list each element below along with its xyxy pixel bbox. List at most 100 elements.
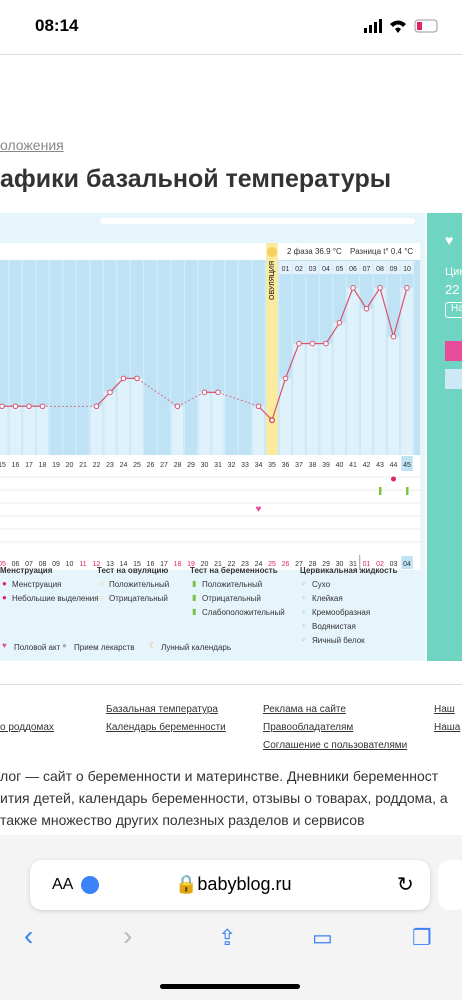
reader-button[interactable]: AA [52,876,74,893]
footer-link[interactable]: Базальная температура [106,704,218,715]
share[interactable]: ⇪ [218,925,237,950]
legend-symbol: ● [2,579,7,588]
legend-symbol: ○ [99,593,104,602]
footer-link[interactable]: о роддомах [0,722,54,733]
day-label: 27 [160,462,168,469]
temp-point [174,403,181,410]
reload[interactable]: ↻ [397,874,414,896]
legend-symbol: ◦ [302,579,305,588]
temp-point [12,403,19,410]
legend-item: Сухо [312,580,331,589]
date-label: 01 [363,561,371,568]
trend-segment [379,287,395,337]
post-day-cell [333,261,346,274]
day-label: 15 [0,462,6,469]
legend-extra: Лунный календарь [161,643,232,652]
status-icons [364,19,438,33]
bar [131,378,143,455]
bar [333,322,346,455]
day-label: 33 [241,462,249,469]
legend-item: Отрицательный [109,594,168,603]
url[interactable]: 🔒babyblog.ru [175,874,292,895]
day-label: 39 [322,462,330,469]
lock: 🔒 [175,874,198,894]
legend-item: Небольшие выделения [12,594,99,603]
trend-segment [338,287,354,323]
heart-icon[interactable]: ♥ [445,232,454,248]
day-label: 18 [39,462,47,469]
day-label: 31 [214,462,222,469]
day-label: 29 [187,462,195,469]
mucus-mark [391,476,396,482]
footer-link[interactable]: Правообладателям [263,722,354,733]
date-label: 18 [174,561,182,568]
temp-point [390,333,397,340]
breadcrumb[interactable]: оложения [0,137,64,153]
trend-segment [109,377,124,393]
legend-item: Менструация [12,580,62,589]
bar [0,406,8,455]
bar [171,406,184,455]
date-label: 14 [120,561,128,568]
temp-point [323,340,329,347]
bookmarks[interactable]: ▭ [312,925,333,950]
date-label: 13 [106,561,114,568]
side-panel [427,213,462,661]
post-day: 01 [282,266,290,273]
legend-symbol: ♥ [2,641,7,650]
side-button[interactable]: На [445,302,462,318]
post-day: 06 [349,266,357,273]
side-pink[interactable] [445,341,462,361]
footer-link[interactable]: Наша [434,722,461,733]
trend-segment [325,322,341,344]
legend-title: Цервикальная жидкость [300,566,398,575]
trend-segment [258,405,273,421]
side-light[interactable] [445,369,462,389]
temp-point [269,417,275,423]
footer-link[interactable]: Календарь беременности [106,722,226,733]
temp-point [93,403,100,410]
legend-symbol: ▮ [192,593,197,602]
footer-link[interactable]: Наш [434,704,455,715]
page-title: афики базальной температуры [0,165,392,193]
day-label: 21 [79,462,87,469]
post-day-cell [319,261,333,274]
temp-point [201,389,208,396]
chart: ОВУЛЯЦИЯ 2 фаза 36.9 °C Разница t° 0.4 °C 0… [0,243,420,570]
trend-segment [96,391,111,407]
legend-extra: Половой акт [14,643,61,652]
temp-point [26,403,32,410]
download-icon[interactable] [81,876,99,894]
legend-extra: Прием лекарств [74,643,135,652]
post-day-cell [292,261,306,274]
post-day: 02 [295,266,303,273]
footer-link[interactable]: Реклама на сайте [263,704,346,715]
forward[interactable]: › [123,920,133,951]
day-label: 36 [282,462,290,469]
day-label: 23 [106,462,114,469]
date-label: 04 [403,561,411,568]
day-label: 43 [376,462,384,469]
legend-item: Кремообразная [312,608,371,617]
temp-point [363,305,370,312]
tabs[interactable]: ❐ [412,925,432,950]
trend-segment [392,287,408,337]
temp-point [0,403,5,410]
next-tab[interactable] [438,860,462,910]
legend-symbol: ◦ [302,607,305,616]
about-line: также множество других полезных разделов… [0,812,365,828]
temp-point [296,340,302,347]
date-label: 19 [187,561,195,568]
bar [252,406,265,455]
back[interactable]: ‹ [24,920,34,951]
date-label: 10 [66,561,74,568]
status-time: 08:14 [35,16,79,35]
post-day: 05 [336,266,344,273]
about-line: ития детей, календарь беременности, отзы… [0,790,448,806]
bar [347,287,359,455]
legend-item: Водянистая [312,622,356,631]
day-label: 22 [93,462,101,469]
post-day-cell [279,261,292,274]
footer-link[interactable]: Соглашение с пользователями [263,740,408,751]
